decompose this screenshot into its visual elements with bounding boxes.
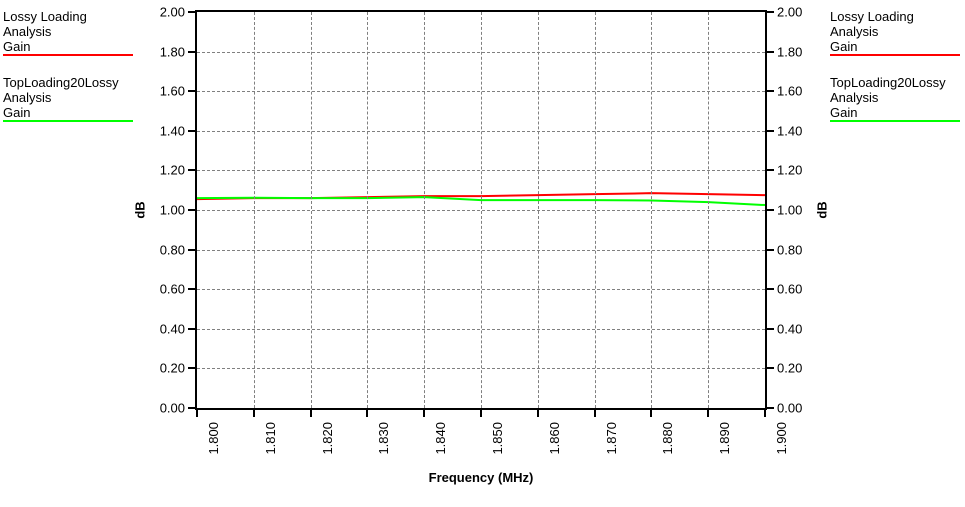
y-left-tick bbox=[188, 407, 195, 409]
y-left-tick-label: 1.40 bbox=[155, 123, 185, 138]
y-right-tick-label: 0.80 bbox=[777, 242, 802, 257]
y-right-tick bbox=[767, 130, 774, 132]
y-left-tick-label: 1.20 bbox=[155, 163, 185, 178]
y-left-tick bbox=[188, 328, 195, 330]
y-left-tick bbox=[188, 249, 195, 251]
y-right-tick-label: 1.80 bbox=[777, 44, 802, 59]
y-left-tick bbox=[188, 209, 195, 211]
y-left-tick-label: 0.20 bbox=[155, 361, 185, 376]
x-axis-label: Frequency (MHz) bbox=[429, 470, 534, 485]
y-left-tick bbox=[188, 51, 195, 53]
chart-container: Lossy LoadingAnalysisGainTopLoading20Los… bbox=[0, 0, 965, 507]
y-left-tick-label: 0.80 bbox=[155, 242, 185, 257]
y-left-tick bbox=[188, 11, 195, 13]
y-left-tick bbox=[188, 367, 195, 369]
x-tick bbox=[594, 410, 596, 417]
x-tick-label: 1.800 bbox=[206, 422, 221, 455]
y-left-tick-label: 1.80 bbox=[155, 44, 185, 59]
x-tick-label: 1.870 bbox=[603, 422, 618, 455]
y-right-tick-label: 0.20 bbox=[777, 361, 802, 376]
x-tick-label: 1.820 bbox=[319, 422, 334, 455]
y-right-tick bbox=[767, 407, 774, 409]
x-tick bbox=[310, 410, 312, 417]
y-right-tick bbox=[767, 328, 774, 330]
y-right-tick bbox=[767, 367, 774, 369]
y-right-tick bbox=[767, 11, 774, 13]
y-right-tick bbox=[767, 169, 774, 171]
y-left-tick-label: 2.00 bbox=[155, 5, 185, 20]
x-tick-label: 1.840 bbox=[433, 422, 448, 455]
y-right-tick-label: 0.60 bbox=[777, 282, 802, 297]
y-right-tick bbox=[767, 288, 774, 290]
x-tick bbox=[423, 410, 425, 417]
y-left-tick bbox=[188, 90, 195, 92]
y-right-tick-label: 1.60 bbox=[777, 84, 802, 99]
x-tick-label: 1.860 bbox=[547, 422, 562, 455]
x-tick-label: 1.900 bbox=[774, 422, 789, 455]
x-tick bbox=[366, 410, 368, 417]
x-tick bbox=[764, 410, 766, 417]
x-tick bbox=[707, 410, 709, 417]
x-tick-label: 1.830 bbox=[376, 422, 391, 455]
y-left-tick-label: 1.00 bbox=[155, 203, 185, 218]
y-right-tick bbox=[767, 90, 774, 92]
y-right-tick-label: 2.00 bbox=[777, 5, 802, 20]
x-tick bbox=[196, 410, 198, 417]
y-right-tick-label: 1.00 bbox=[777, 203, 802, 218]
y-axis-left-label: dB bbox=[133, 201, 148, 218]
y-right-tick-label: 1.40 bbox=[777, 123, 802, 138]
y-right-tick-label: 0.40 bbox=[777, 321, 802, 336]
y-right-tick bbox=[767, 209, 774, 211]
x-tick bbox=[253, 410, 255, 417]
x-tick bbox=[480, 410, 482, 417]
y-left-tick-label: 0.60 bbox=[155, 282, 185, 297]
ticks-layer: 0.00 0.20 0.40 0.60 0.80 1.00 1.20 1.40 1.60 1.80… bbox=[0, 0, 965, 507]
x-tick-label: 1.880 bbox=[660, 422, 675, 455]
y-left-tick bbox=[188, 130, 195, 132]
y-left-tick-label: 0.00 bbox=[155, 401, 185, 416]
y-left-tick-label: 1.60 bbox=[155, 84, 185, 99]
x-tick-label: 1.890 bbox=[717, 422, 732, 455]
y-right-tick bbox=[767, 51, 774, 53]
y-left-tick bbox=[188, 169, 195, 171]
y-axis-right-label: dB bbox=[815, 201, 830, 218]
x-tick-label: 1.810 bbox=[263, 422, 278, 455]
y-left-tick bbox=[188, 288, 195, 290]
y-right-tick bbox=[767, 249, 774, 251]
y-right-tick-label: 0.00 bbox=[777, 401, 802, 416]
x-tick bbox=[650, 410, 652, 417]
x-tick-label: 1.850 bbox=[490, 422, 505, 455]
y-left-tick-label: 0.40 bbox=[155, 321, 185, 336]
y-right-tick-label: 1.20 bbox=[777, 163, 802, 178]
x-tick bbox=[537, 410, 539, 417]
